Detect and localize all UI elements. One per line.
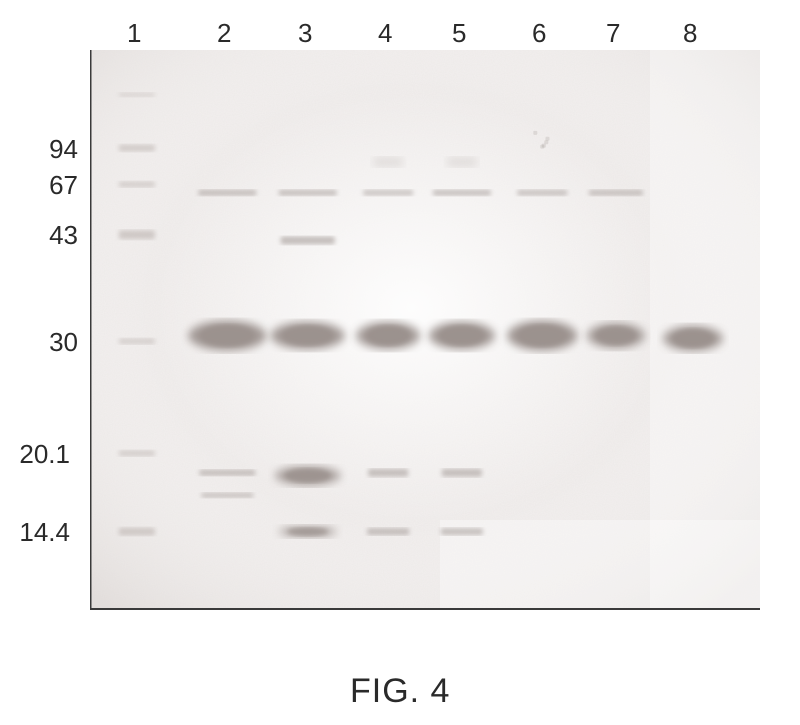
lane-label-2: 2 — [217, 18, 231, 49]
lane-label-6: 6 — [532, 18, 546, 49]
lane-label-4: 4 — [378, 18, 392, 49]
lane-label-1: 1 — [127, 18, 141, 49]
lane-label-3: 3 — [298, 18, 312, 49]
lane-label-7: 7 — [606, 18, 620, 49]
mw-label-14p4: 14.4 — [10, 517, 70, 548]
lane-label-8: 8 — [683, 18, 697, 49]
figure-4: 1 2 3 4 5 6 7 8 94 67 43 30 20.1 14.4 — [0, 0, 800, 725]
mw-label-43: 43 — [18, 220, 78, 251]
figure-caption: FIG. 4 — [350, 672, 450, 711]
mw-label-20p1: 20.1 — [10, 439, 70, 470]
gel-image — [90, 50, 760, 610]
mw-label-94: 94 — [18, 134, 78, 165]
mw-label-30: 30 — [18, 327, 78, 358]
lane-label-5: 5 — [452, 18, 466, 49]
mw-label-67: 67 — [18, 170, 78, 201]
